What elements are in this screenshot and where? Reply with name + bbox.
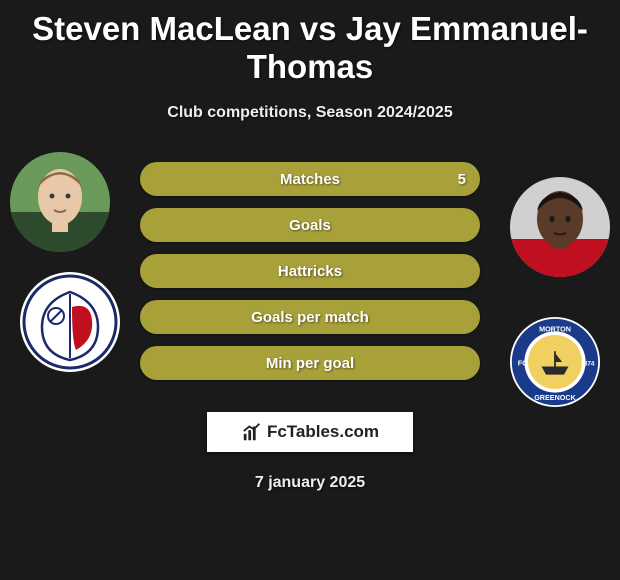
stat-row-matches: Matches 5 (140, 162, 480, 196)
stat-label: Goals per match (251, 309, 369, 326)
comparison-card: Steven MacLean vs Jay Emmanuel-Thomas Cl… (0, 0, 620, 580)
club-right-logo: MORTON GREENOCK FC 1874 (510, 317, 600, 407)
stat-label: Min per goal (266, 355, 354, 372)
branding-box: FcTables.com (207, 412, 413, 452)
svg-text:FC: FC (518, 359, 528, 368)
player-right-face-icon (510, 177, 610, 277)
svg-text:MORTON: MORTON (539, 324, 571, 333)
player-left-face-icon (10, 152, 110, 252)
player-left-photo (10, 152, 110, 252)
stat-row-min-per-goal: Min per goal (140, 346, 480, 380)
raith-rovers-badge-icon (20, 272, 120, 372)
player-right-photo (510, 177, 610, 277)
subtitle: Club competitions, Season 2024/2025 (0, 104, 620, 122)
svg-text:GREENOCK: GREENOCK (534, 393, 576, 402)
greenock-morton-badge-icon: MORTON GREENOCK FC 1874 (510, 317, 600, 407)
stat-row-goals: Goals (140, 208, 480, 242)
stat-row-hattricks: Hattricks (140, 254, 480, 288)
club-left-logo (20, 272, 120, 372)
stat-label: Matches (280, 171, 340, 188)
branding-text: FcTables.com (267, 422, 379, 442)
chart-icon (241, 421, 263, 443)
date-label: 7 january 2025 (0, 474, 620, 492)
stat-value-right: 5 (458, 171, 466, 188)
stat-rows: Matches 5 Goals Hattricks Goals per matc… (140, 162, 480, 392)
stat-label: Hattricks (278, 263, 342, 280)
club-right-year: 1874 (580, 361, 595, 368)
stat-row-goals-per-match: Goals per match (140, 300, 480, 334)
stat-label: Goals (289, 217, 331, 234)
main-area: MORTON GREENOCK FC 1874 Matches 5 Goals … (0, 152, 620, 402)
page-title: Steven MacLean vs Jay Emmanuel-Thomas (0, 10, 620, 86)
